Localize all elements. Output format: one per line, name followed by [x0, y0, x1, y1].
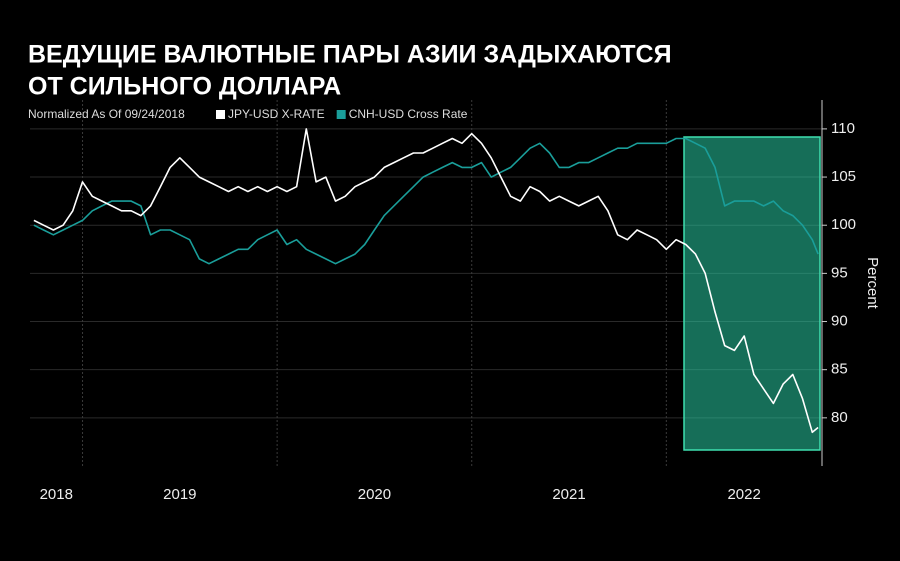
y-tick-label: 90 [831, 312, 848, 329]
series-line [33, 137, 819, 265]
y-tick-label: 80 [831, 409, 848, 426]
series-line [33, 128, 819, 434]
x-tick-label: 2022 [727, 486, 760, 503]
x-tick-label: 2019 [163, 486, 196, 503]
x-tick-label: 2018 [40, 486, 73, 503]
x-tick-label: 2021 [552, 486, 585, 503]
chart-title: ОТ СИЛЬНОГО ДОЛЛАРА [28, 73, 341, 101]
subtitle: Normalized As Of 09/24/2018 [28, 107, 185, 121]
highlight-box [683, 136, 821, 451]
y-tick-label: 105 [831, 168, 856, 185]
y-tick-label: 85 [831, 361, 848, 378]
legend-label: JPY-USD X-RATE [228, 107, 325, 121]
y-tick-label: 110 [831, 120, 855, 137]
legend-label: CNH-USD Cross Rate [349, 107, 468, 121]
legend-swatch [216, 110, 225, 119]
y-axis-label: Percent [864, 257, 881, 310]
chart-title: ВЕДУЩИЕ ВАЛЮТНЫЕ ПАРЫ АЗИИ ЗАДЫХАЮТСЯ [28, 41, 672, 69]
y-tick-label: 95 [831, 264, 848, 281]
y-tick-label: 100 [831, 216, 856, 233]
x-tick-label: 2020 [358, 486, 391, 503]
legend-swatch [336, 110, 346, 119]
